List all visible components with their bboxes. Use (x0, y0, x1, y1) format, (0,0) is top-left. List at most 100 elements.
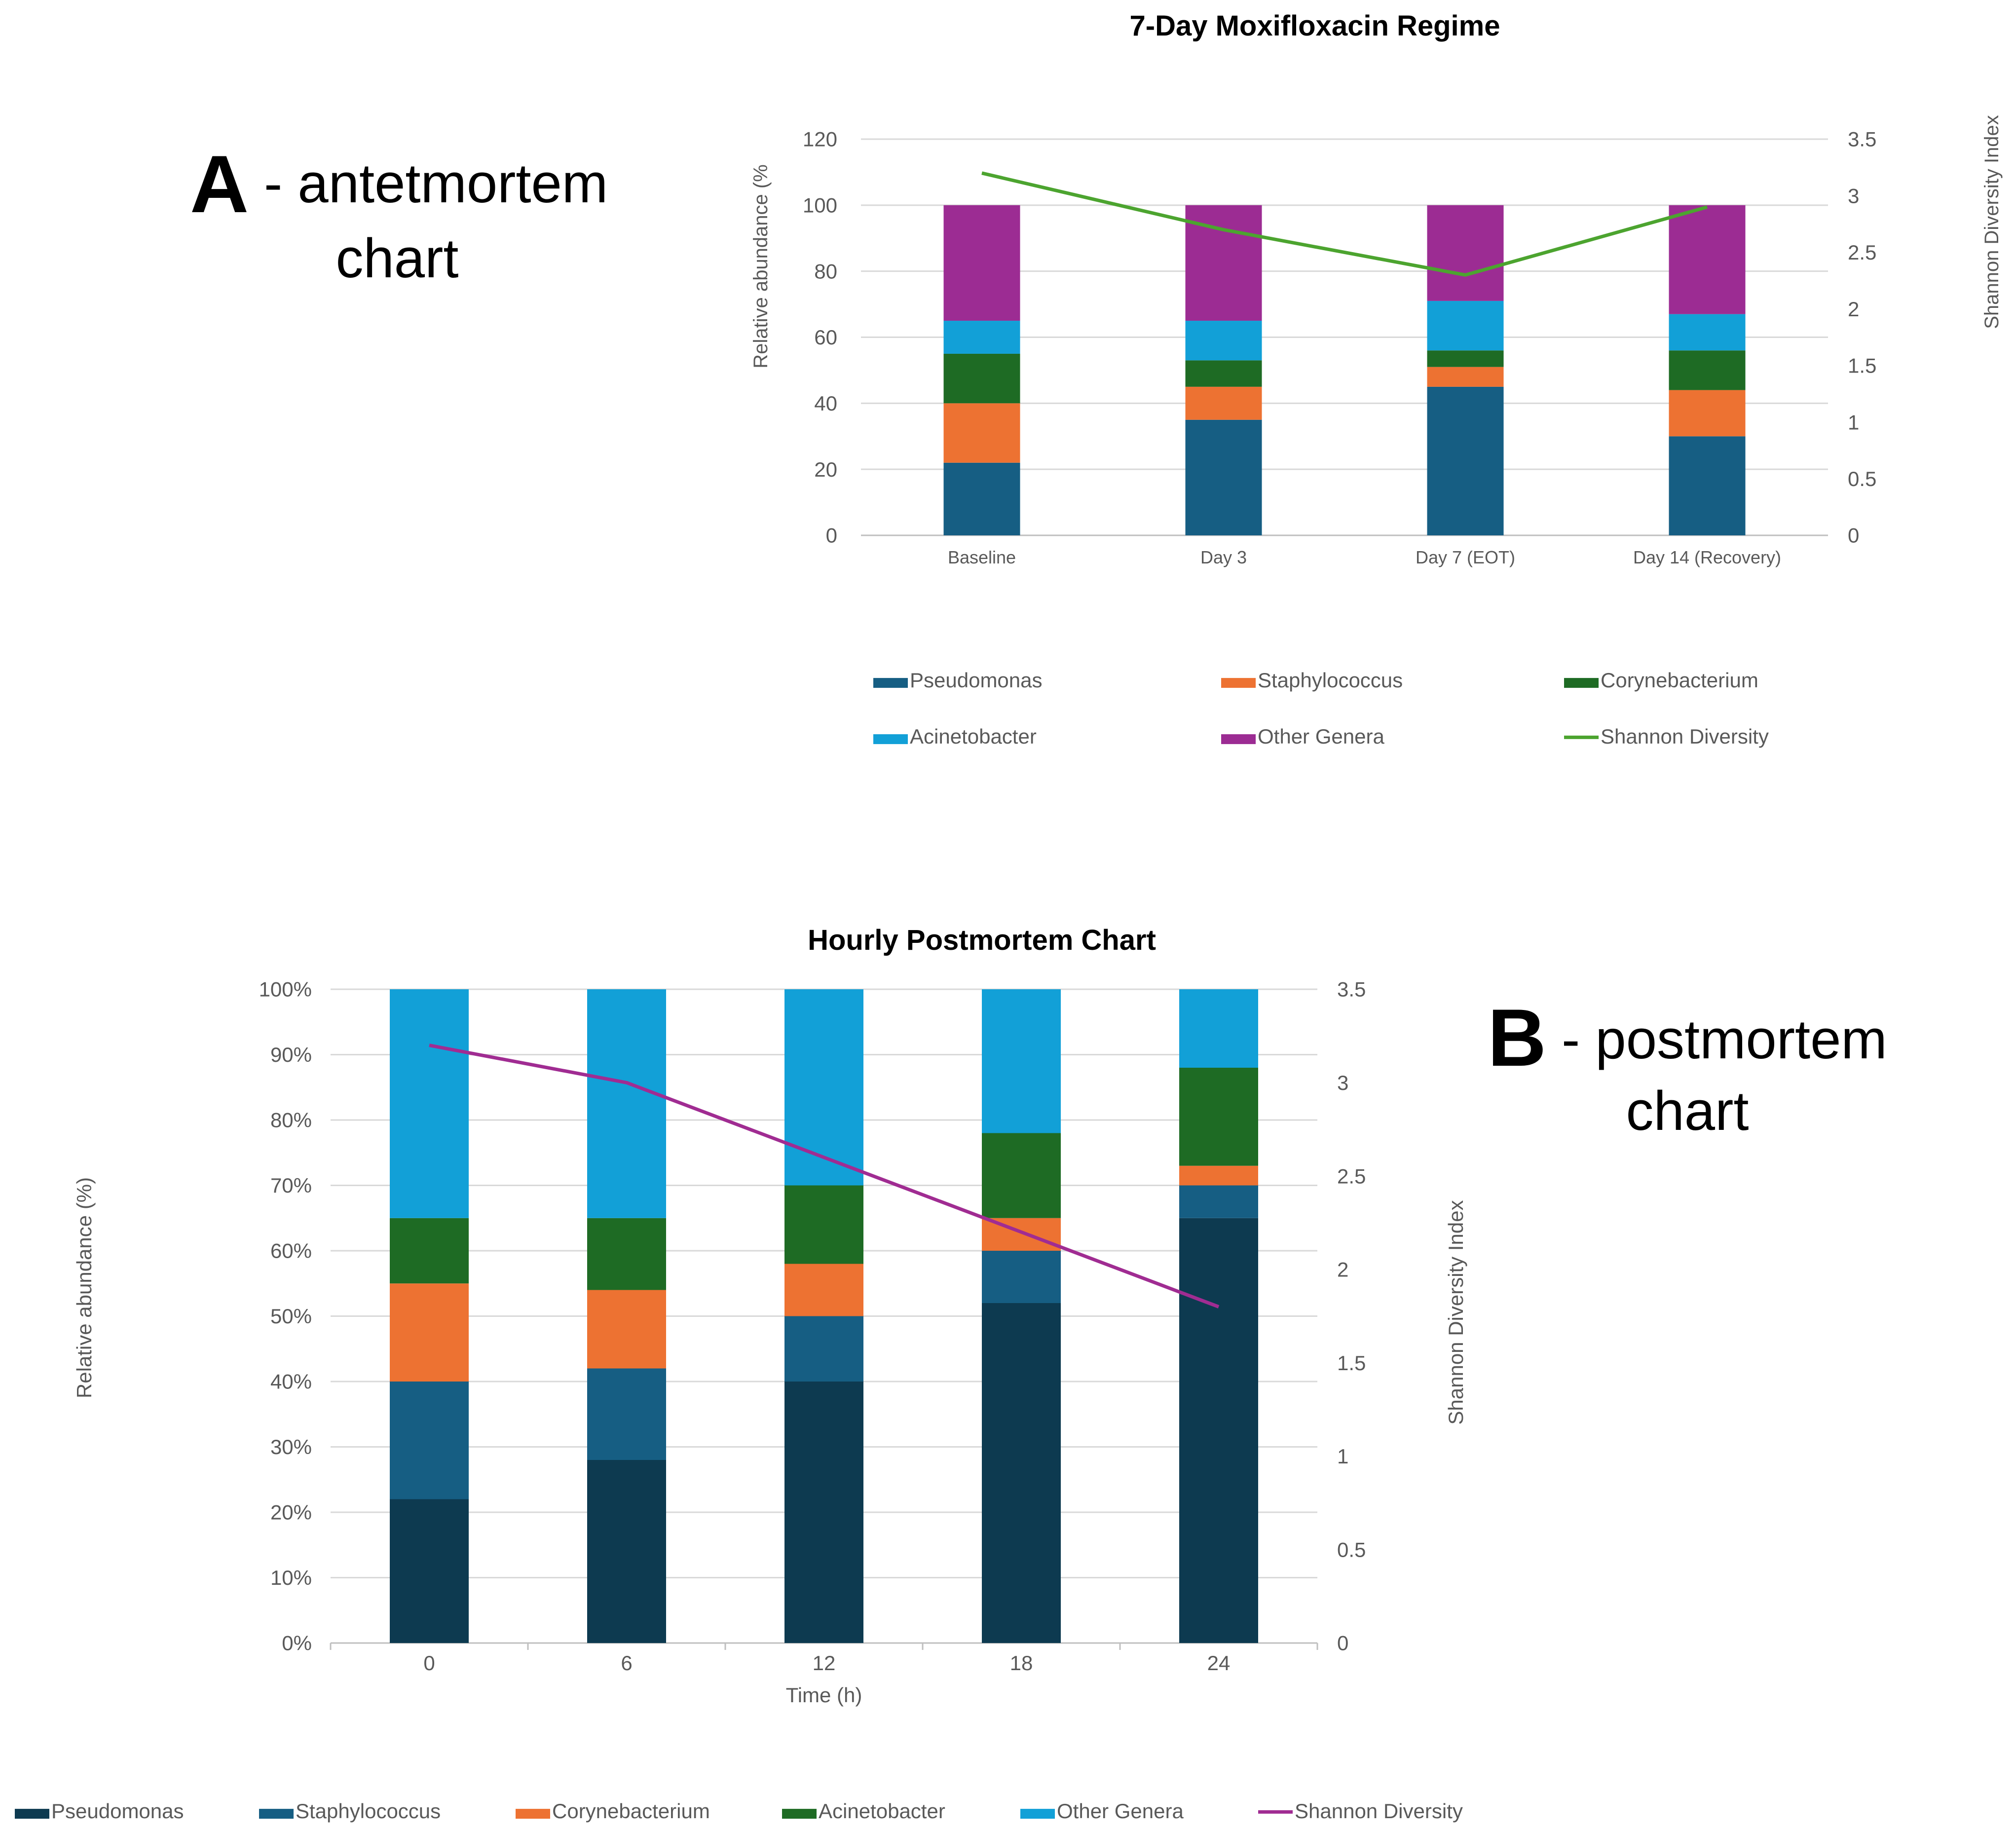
bar-corynebacterium-day-3 (1185, 360, 1262, 387)
y2-tick-label: 0.5 (1337, 1538, 1366, 1561)
chart-a-diversity-line (981, 171, 1708, 277)
legend-item-staphylococcus: Staphylococcus (1221, 669, 1403, 692)
y-tick-label: 120 (803, 128, 837, 151)
legend-label: Acinetobacter (910, 725, 1037, 748)
bar-corynebacterium-0 (390, 1283, 469, 1382)
x-tick-label: 6 (621, 1651, 632, 1675)
legend-swatch (15, 1809, 49, 1819)
bar-corynebacterium-baseline (943, 353, 1020, 404)
y2-tick-label: 0.5 (1848, 467, 1876, 490)
y2-tick-label: 3.5 (1337, 978, 1366, 1001)
legend-label: Corynebacterium (1601, 669, 1758, 692)
legend-swatch (1020, 1809, 1055, 1819)
bar-pseudomonas-24 (1179, 1218, 1258, 1643)
bar-other-genera-12 (784, 989, 863, 1186)
x-tick-label: 0 (423, 1651, 435, 1675)
panel-b-label-line2: chart (1626, 1080, 1749, 1142)
bar-acinetobacter-12 (784, 1185, 863, 1264)
legend-item-corynebacterium: Corynebacterium (1564, 669, 1758, 692)
legend-item-corynebacterium: Corynebacterium (516, 1799, 710, 1823)
legend-item-pseudomonas: Pseudomonas (873, 669, 1043, 692)
chart-b-x-axis: 0 6 12 18 24 (330, 1643, 1318, 1675)
series-line-shannon-diversity (981, 171, 1708, 277)
chart-postmortem: Hourly Postmortem Chart 0% 10% 20% 30% 40% 50… (15, 924, 1467, 1823)
chart-b-diversity-line (429, 1044, 1220, 1308)
bar-pseudomonas-baseline (943, 462, 1020, 535)
panel-a-label-line1: - antetmortem (264, 152, 608, 214)
y-tick-label: 20 (814, 458, 837, 481)
x-tick-label: Day 14 (Recovery) (1633, 547, 1781, 567)
legend-item-staphylococcus: Staphylococcus (259, 1799, 441, 1823)
bar-staphylococcus-0 (390, 1382, 469, 1499)
bar-pseudomonas-18 (982, 1303, 1061, 1643)
bar-staphylococcus-day-14-recovery (1669, 390, 1746, 437)
bar-staphylococcus-day-7-eot (1427, 367, 1504, 387)
bar-other-genera-day-7-eot (1427, 205, 1504, 301)
y-tick-label: 30% (270, 1435, 312, 1458)
bar-pseudomonas-day-3 (1185, 419, 1262, 535)
legend-swatch (1221, 678, 1256, 688)
y2-tick-label: 2.5 (1337, 1164, 1366, 1188)
y2-tick-label: 2 (1337, 1258, 1348, 1281)
y-tick-label: 90% (270, 1043, 312, 1066)
chart-a-y-axis: 0 20 40 60 80 100 120 (803, 128, 837, 547)
y2-tick-label: 3.5 (1848, 128, 1876, 151)
chart-a-gridlines (861, 138, 1828, 536)
x-tick-label: Baseline (948, 547, 1016, 567)
bar-acinetobacter-day-7-eot (1427, 300, 1504, 351)
bar-pseudomonas-12 (784, 1382, 863, 1643)
bar-staphylococcus-baseline (943, 403, 1020, 463)
chart-a-x-axis: Baseline Day 3 Day 7 (EOT) Day 14 (Recovery… (948, 547, 1781, 567)
bar-staphylococcus-6 (587, 1368, 666, 1460)
chart-b-title: Hourly Postmortem Chart (808, 924, 1156, 956)
x-tick-label: Day 3 (1200, 547, 1247, 567)
bar-staphylococcus-day-3 (1185, 386, 1262, 420)
legend-label: Staphylococcus (1258, 669, 1403, 692)
x-tick-label: Day 7 (EOT) (1416, 547, 1515, 567)
bar-staphylococcus-18 (982, 1251, 1061, 1303)
y2-tick-label: 1.5 (1337, 1351, 1366, 1375)
bar-other-genera-0 (390, 989, 469, 1218)
bar-acinetobacter-18 (982, 1133, 1061, 1218)
legend-swatch (873, 734, 908, 745)
legend-swatch (259, 1809, 294, 1819)
y-tick-label: 40% (270, 1370, 312, 1393)
bar-corynebacterium-24 (1179, 1165, 1258, 1186)
y2-tick-label: 0 (1848, 524, 1859, 547)
legend-label: Acinetobacter (819, 1799, 945, 1823)
y-tick-label: 0% (282, 1632, 312, 1655)
y-tick-label: 100% (259, 978, 312, 1001)
legend-item-acinetobacter: Acinetobacter (873, 725, 1037, 748)
y-tick-label: 80 (814, 260, 837, 283)
bar-acinetobacter-6 (587, 1218, 666, 1290)
y2-tick-label: 1 (1848, 411, 1859, 434)
bar-pseudomonas-0 (390, 1499, 469, 1643)
legend-item-other-genera: Other Genera (1020, 1799, 1184, 1823)
bar-acinetobacter-24 (1179, 1068, 1258, 1166)
chart-b-y2-axis-title: Shannon Diversity Index (1444, 1200, 1467, 1424)
bar-pseudomonas-day-7-eot (1427, 386, 1504, 535)
x-tick-label: 18 (1010, 1651, 1033, 1675)
bar-acinetobacter-0 (390, 1218, 469, 1284)
y-tick-label: 50% (270, 1305, 312, 1328)
bar-staphylococcus-12 (784, 1316, 863, 1382)
y-tick-label: 20% (270, 1501, 312, 1524)
y-tick-label: 100 (803, 194, 837, 217)
y2-tick-label: 2 (1848, 298, 1859, 321)
y2-tick-label: 0 (1337, 1632, 1348, 1655)
x-tick-label: 12 (813, 1651, 836, 1675)
legend-label: Shannon Diversity (1601, 725, 1769, 748)
chart-a-bars (943, 205, 1746, 535)
bar-other-genera-6 (587, 989, 666, 1218)
bar-other-genera-18 (982, 989, 1061, 1133)
chart-a-y-axis-title: Relative abundance (% (750, 164, 772, 369)
y-tick-label: 10% (270, 1566, 312, 1589)
y-tick-label: 80% (270, 1109, 312, 1132)
bar-corynebacterium-day-7-eot (1427, 350, 1504, 367)
chart-a-y2-axis: 0 0.5 1 1.5 2 2.5 3 3.5 (1848, 128, 1876, 547)
bar-acinetobacter-day-3 (1185, 321, 1262, 361)
y2-tick-label: 3 (1848, 184, 1859, 207)
y-tick-label: 60 (814, 326, 837, 349)
bar-pseudomonas-day-14-recovery (1669, 436, 1746, 535)
